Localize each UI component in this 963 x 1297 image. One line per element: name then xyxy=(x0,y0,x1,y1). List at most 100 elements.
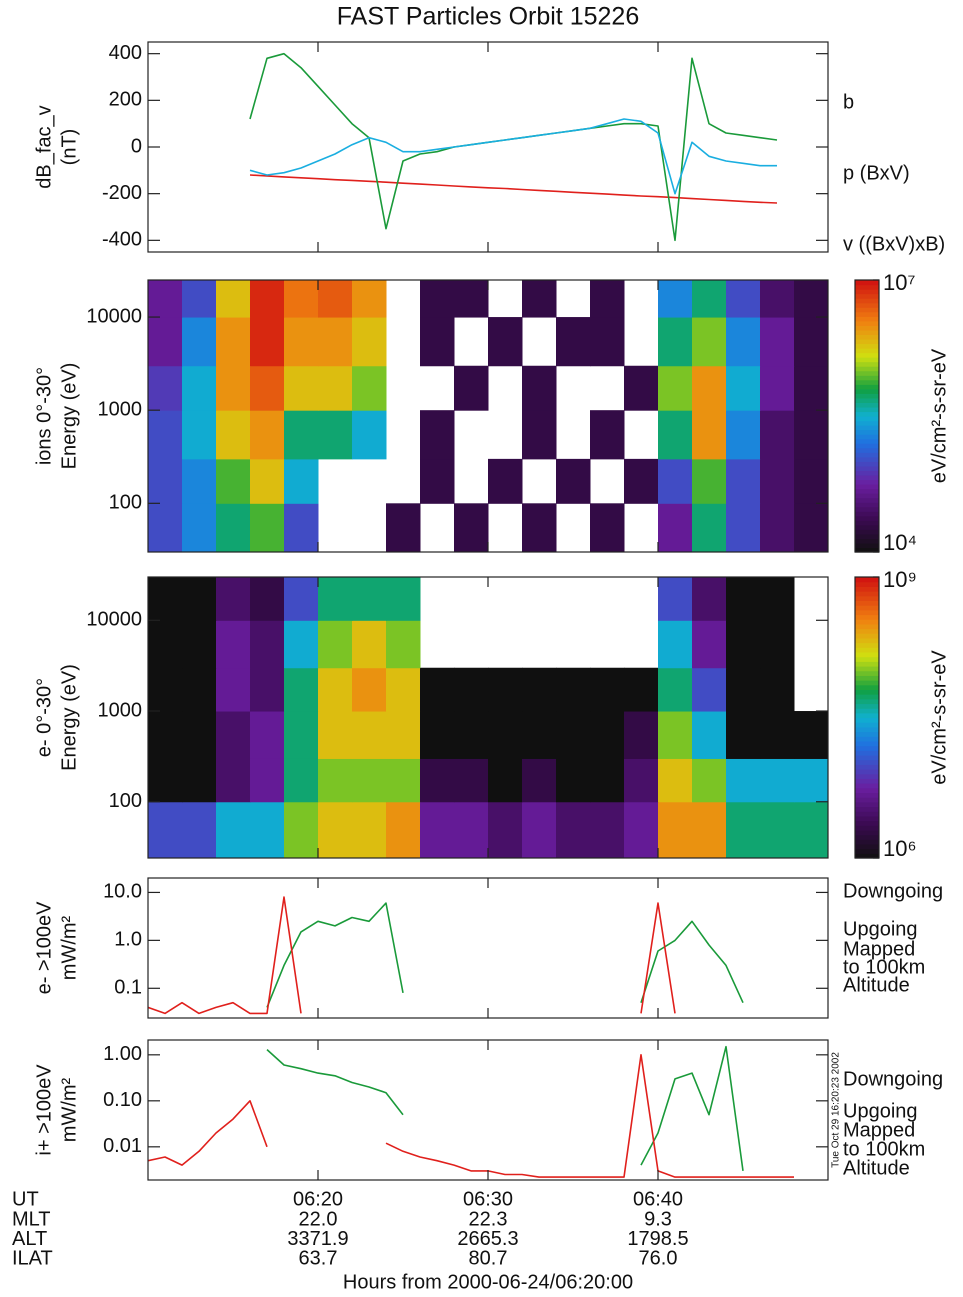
spectrogram-cell xyxy=(760,801,795,858)
colorbar-segment xyxy=(855,506,879,512)
spectrogram-cell xyxy=(794,801,828,858)
spectrogram-cell xyxy=(590,667,625,712)
colorbar-segment xyxy=(855,656,879,662)
spectrogram-cell xyxy=(250,458,285,504)
y-tick-label: 10000 xyxy=(86,609,142,631)
spectrogram-cell xyxy=(794,758,828,803)
colorbar-tick-label: 10⁶ xyxy=(883,836,917,861)
colorbar-segment xyxy=(855,773,879,779)
ut-value: 06:30 xyxy=(463,1188,513,1210)
spectrogram-cell xyxy=(726,801,761,858)
spectrogram-cell xyxy=(216,280,251,318)
colorbar-tick-label: 10⁴ xyxy=(883,530,917,555)
spectrogram-cell xyxy=(590,801,625,858)
colorbar-segment xyxy=(855,484,879,490)
legend-label: Upgoing xyxy=(843,1100,918,1122)
colorbar-segment xyxy=(855,581,879,587)
spectrogram-cell xyxy=(182,365,217,411)
spectrogram-cell xyxy=(624,758,659,803)
colorbar-segment xyxy=(855,680,879,686)
spectrogram-cell xyxy=(250,667,285,712)
colorbar-segment xyxy=(855,820,879,826)
colorbar-segment xyxy=(855,334,879,340)
spectrogram-cell xyxy=(148,503,183,552)
spectrogram-cell xyxy=(760,280,795,318)
ephemeris-value: 22.3 xyxy=(469,1208,508,1230)
ephemeris-value: 3371.9 xyxy=(287,1228,348,1250)
colorbar-segment xyxy=(855,600,879,606)
legend-label: Downgoing xyxy=(843,1068,943,1090)
colorbar-segment xyxy=(855,745,879,751)
spectrogram-cell xyxy=(318,758,353,803)
y-tick-label: -400 xyxy=(102,229,142,251)
spectrogram-cell xyxy=(216,458,251,504)
colorbar-segment xyxy=(855,609,879,616)
colorbar-segment xyxy=(855,456,879,462)
colorbar-segment xyxy=(855,703,879,709)
series-line xyxy=(148,1054,794,1178)
colorbar-segment xyxy=(855,316,879,322)
spectrogram-cell xyxy=(590,410,625,460)
spectrogram-cell xyxy=(624,365,659,411)
spectrogram-cell xyxy=(420,667,455,712)
spectrogram-cell xyxy=(216,577,251,621)
colorbar-segment xyxy=(855,520,879,526)
legend-label: v ((BxV)xB) xyxy=(843,233,945,255)
colorbar-segment xyxy=(855,366,879,372)
spectrogram-cell xyxy=(284,620,319,669)
spectrogram-cell xyxy=(386,620,421,669)
spectrogram-cell xyxy=(590,758,625,803)
colorbar-segment xyxy=(855,338,879,345)
annotation: Altitude xyxy=(843,1157,910,1179)
spectrogram-cell xyxy=(590,503,625,552)
colorbar-segment xyxy=(855,740,879,747)
spectrogram-cell xyxy=(760,503,795,552)
colorbar-segment xyxy=(855,839,879,845)
series-line xyxy=(266,1045,744,1172)
spectrogram-cell xyxy=(760,577,795,621)
spectrogram-cell xyxy=(352,667,387,712)
spectrogram-cell xyxy=(454,280,489,318)
spectrogram-cell xyxy=(692,577,727,621)
spectrogram-cell xyxy=(522,503,557,552)
colorbar-segment xyxy=(855,843,879,850)
spectrogram-cell xyxy=(352,711,387,759)
spectrogram-cell xyxy=(590,711,625,759)
spectrogram-cell xyxy=(488,667,523,712)
colorbar-segment xyxy=(855,502,879,508)
colorbar-segment xyxy=(855,717,879,723)
y-tick-label: 0.10 xyxy=(103,1089,142,1111)
ephemeris-value: 9.3 xyxy=(644,1208,672,1230)
spectrogram-cell xyxy=(182,667,217,712)
spectrogram-cell xyxy=(250,620,285,669)
spectrogram-cell xyxy=(658,620,693,669)
spectrogram-cell xyxy=(318,801,353,858)
spectrogram-cell xyxy=(216,667,251,712)
spectrogram-cell xyxy=(420,758,455,803)
y-tick-label: -200 xyxy=(102,182,142,204)
spectrogram-cell xyxy=(250,577,285,621)
spectrogram-cell xyxy=(284,577,319,621)
colorbar-frame xyxy=(854,279,880,553)
colorbar-segment xyxy=(855,787,879,794)
spectrogram-cell xyxy=(658,801,693,858)
spectrogram-cell xyxy=(726,365,761,411)
spectrogram-cell xyxy=(658,458,693,504)
spectrogram-cell xyxy=(182,317,217,367)
y-axis-title: mW/m² xyxy=(58,915,80,980)
colorbar-segment xyxy=(855,815,879,822)
spectrogram-cell xyxy=(760,317,795,367)
colorbar-segment xyxy=(855,670,879,676)
spectrogram-cell xyxy=(216,410,251,460)
spectrogram-cell xyxy=(488,317,523,367)
colorbar-segment xyxy=(855,293,879,299)
spectrogram-cell xyxy=(318,620,353,669)
spectrogram-cell xyxy=(692,711,727,759)
spectrogram-cell xyxy=(726,317,761,367)
series-line xyxy=(249,118,777,195)
spectrogram-cell xyxy=(522,801,557,858)
spectrogram-cell xyxy=(760,711,795,759)
colorbar-segment xyxy=(855,461,879,467)
spectrogram-cell xyxy=(284,365,319,411)
